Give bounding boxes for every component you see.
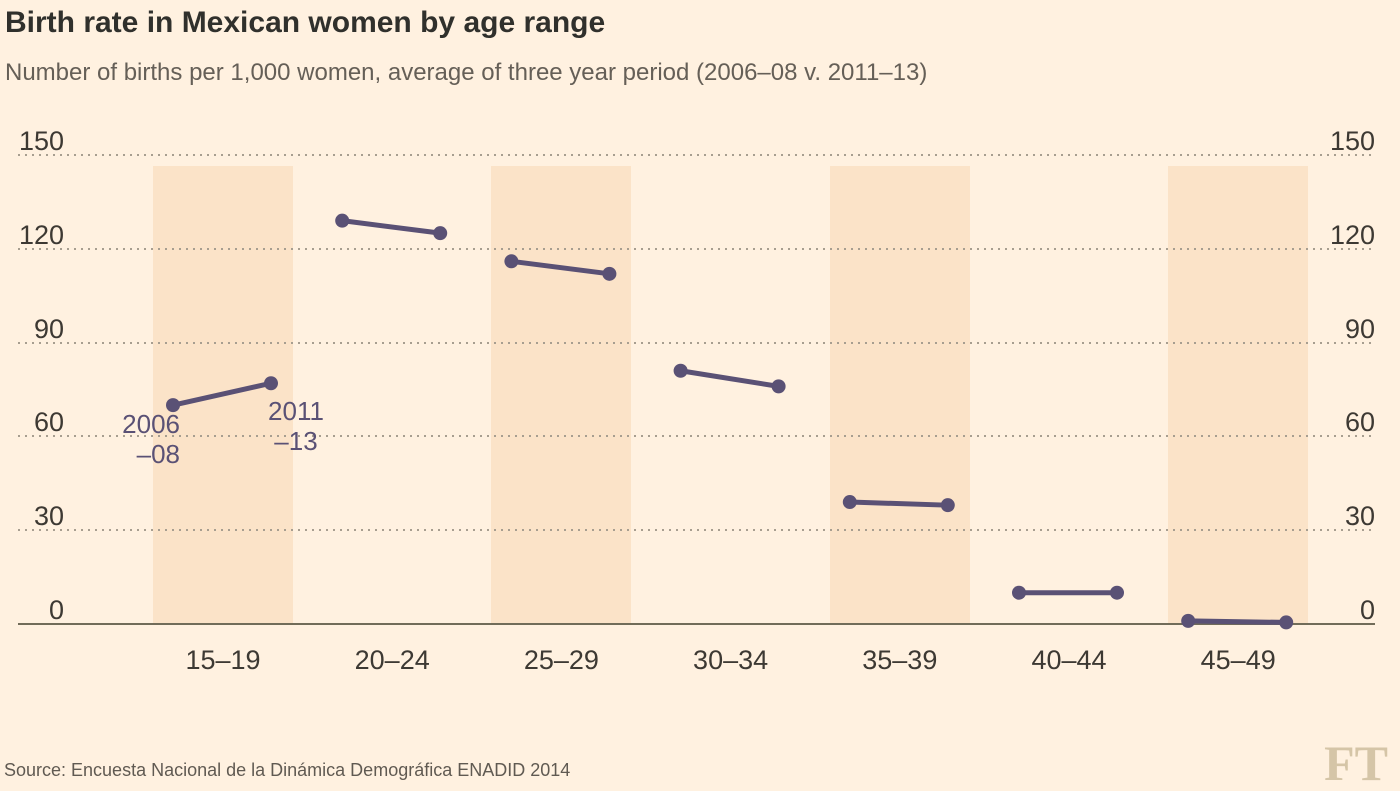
- y-tick-label-left: 60: [33, 407, 64, 438]
- category-band: [829, 166, 970, 623]
- data-point-2011-13: [771, 379, 786, 394]
- category-band: [153, 166, 293, 623]
- source-text: Source: Encuesta Nacional de la Dinámica…: [4, 760, 571, 780]
- x-tick-label: 45–49: [1200, 645, 1276, 675]
- y-tick-label-left: 150: [18, 126, 64, 156]
- y-tick-label-right: 90: [1344, 313, 1375, 344]
- chart-title: Birth rate in Mexican women by age range: [5, 6, 606, 39]
- x-tick-label: 30–34: [693, 645, 769, 675]
- series-annotation: 2011 –13: [255, 396, 337, 456]
- y-tick-label-left: 0: [48, 595, 64, 625]
- chart-subtitle: Number of births per 1,000 women, averag…: [5, 59, 928, 86]
- x-tick-label: 15–19: [185, 645, 261, 675]
- y-tick-label-right: 30: [1344, 501, 1375, 532]
- category-band: [1168, 166, 1309, 623]
- series-annotation-line: 2011: [268, 396, 324, 426]
- gridline-dotted: [18, 341, 1375, 344]
- x-tick-label: 25–29: [523, 645, 599, 675]
- gridline-dotted: [18, 247, 1375, 250]
- y-tick-label-right: 60: [1344, 407, 1375, 438]
- slope-segment: [341, 218, 441, 236]
- gridline-dotted: [18, 435, 1375, 438]
- data-point-2006-08: [673, 363, 688, 378]
- series-annotation: 2006 –08: [98, 409, 180, 469]
- y-tick-label-right: 120: [1329, 219, 1375, 250]
- y-tick-label-right: 150: [1329, 126, 1375, 156]
- gridline-dotted: [18, 154, 1375, 156]
- slope-segment: [680, 368, 779, 389]
- y-tick-label-left: 30: [33, 501, 64, 532]
- x-tick-label: 20–24: [354, 645, 430, 675]
- x-tick-label: 40–44: [1031, 645, 1107, 675]
- data-point-2006-08: [1012, 585, 1026, 600]
- data-point-2011-13: [1110, 585, 1124, 600]
- x-axis-line: [18, 623, 1375, 625]
- data-point-2011-13: [433, 226, 448, 241]
- series-annotation-line: –08: [136, 439, 180, 469]
- x-tick-label: 35–39: [862, 645, 938, 675]
- gridline-dotted: [18, 529, 1375, 532]
- y-tick-label-right: 0: [1359, 595, 1375, 625]
- series-annotation-line: –13: [274, 426, 318, 456]
- category-band: [491, 166, 632, 623]
- y-tick-label-left: 120: [18, 219, 64, 250]
- ft-logo: FT: [1324, 735, 1388, 791]
- y-tick-label-left: 90: [33, 313, 64, 344]
- data-point-2006-08: [335, 213, 350, 228]
- series-annotation-line: 2006: [122, 409, 180, 439]
